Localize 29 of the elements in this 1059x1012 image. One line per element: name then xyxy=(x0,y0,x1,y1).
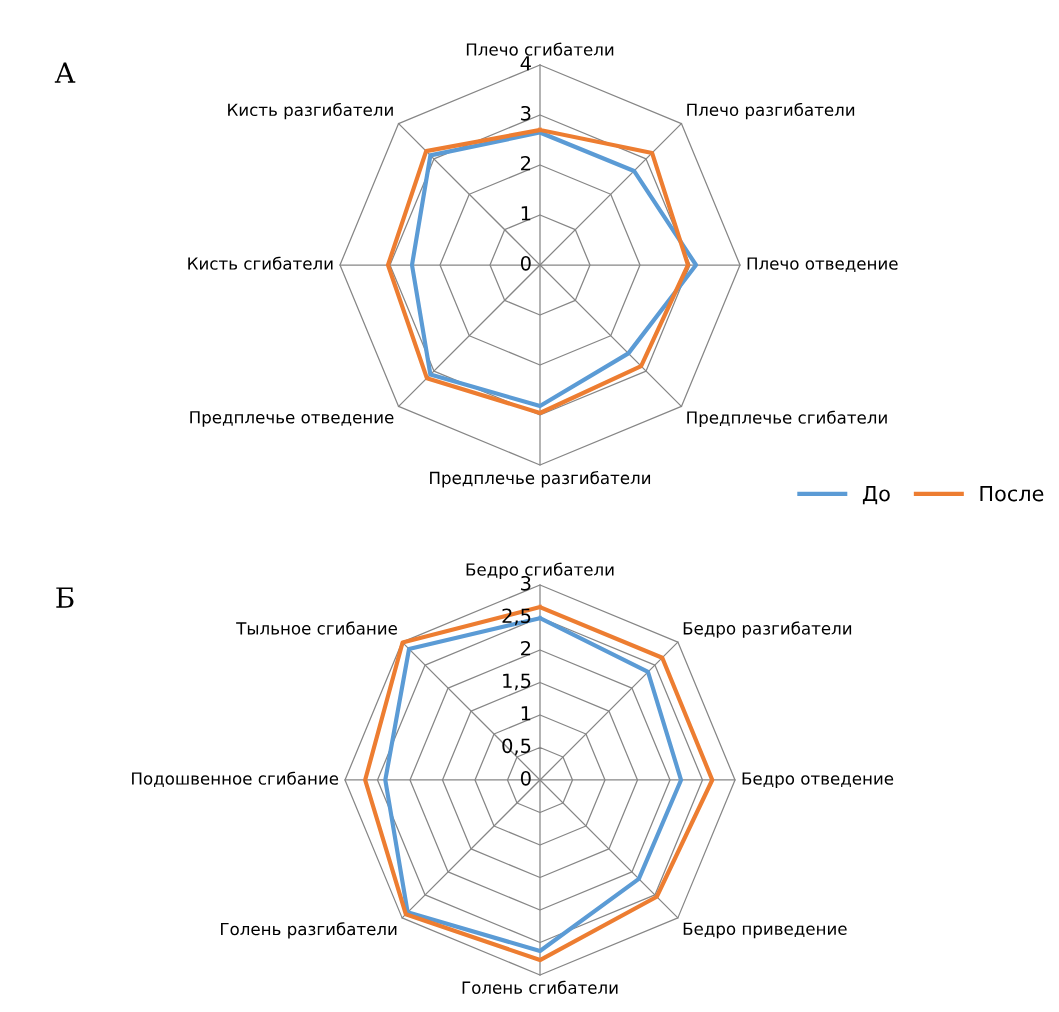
spoke-label: Тыльное сгибание xyxy=(236,621,397,635)
spoke-label: Плечо сгибатели xyxy=(466,42,614,56)
spoke-label: Кисть разгибатели xyxy=(228,102,393,120)
y-tick-label: 3 xyxy=(521,105,531,121)
y-tick-label: 1 xyxy=(521,706,531,721)
spoke-label: Бедро отведение xyxy=(742,772,894,789)
spoke-label: Предплечье отведение xyxy=(190,411,394,427)
y-tick-label: 4 xyxy=(520,56,531,71)
text: Б xyxy=(56,587,74,608)
y-tick-label: 0,5 xyxy=(502,738,531,756)
spoke-label: Предплечье сгибатели xyxy=(687,410,887,428)
legend-label: До xyxy=(862,485,890,505)
y-tick-label: 0 xyxy=(520,770,531,786)
spoke-label: Плечо разгибатели xyxy=(687,102,855,120)
spoke-label: Бедро разгибатели xyxy=(683,621,852,638)
y-tick-label: 2 xyxy=(521,155,531,171)
y-tick-label: 2 xyxy=(521,640,531,656)
y-tick-label: 1 xyxy=(521,206,531,221)
spoke-label: Бедро приведение xyxy=(683,922,847,939)
y-tick-label: 0 xyxy=(520,255,531,271)
spoke-label: Кисть сгибатели xyxy=(188,256,333,270)
y-tick-label: 1,5 xyxy=(503,673,531,691)
legend-label: После xyxy=(980,485,1044,502)
spoke-label: Голень сгибатели xyxy=(462,980,618,994)
spoke-label: Подошвенное сгибание xyxy=(132,771,339,787)
text: А xyxy=(54,62,76,83)
spoke-label: Предплечье разгибатели xyxy=(430,471,651,488)
spoke-label: Голень разгибатели xyxy=(221,922,397,939)
spoke-label: Плечо отведение xyxy=(747,257,898,272)
